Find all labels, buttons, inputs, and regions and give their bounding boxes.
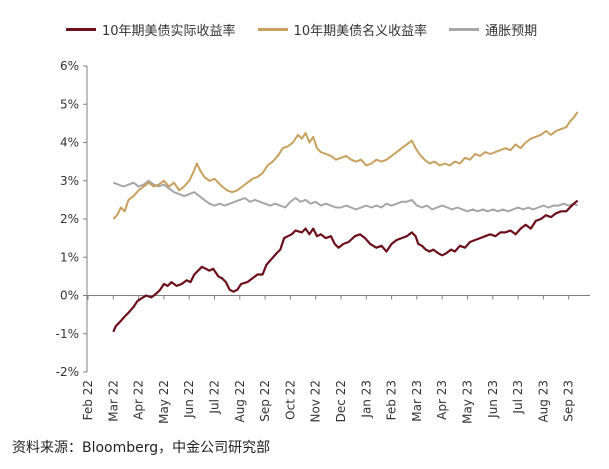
x-tick-label: Aug 22: [233, 380, 247, 423]
legend-item-inflation-expectation: 通胀预期: [449, 20, 537, 39]
legend-label-nominal-yield: 10年期美债名义收益率: [293, 24, 428, 39]
y-tick-label: -2%: [56, 365, 79, 379]
y-tick-label: 3%: [60, 174, 79, 188]
x-tick-label: Dec 22: [334, 380, 348, 422]
x-tick-label: Oct 22: [283, 380, 297, 420]
legend-item-nominal-yield: 10年期美债名义收益率: [257, 20, 428, 39]
series-line-nominal-yield: [112, 111, 579, 220]
y-tick-label: 4%: [60, 136, 79, 150]
x-tick-label: May 23: [461, 380, 475, 424]
y-tick-label: 5%: [60, 97, 79, 111]
y-tick-label: 1%: [60, 250, 79, 264]
legend-label-real-yield: 10年期美债实际收益率: [102, 24, 236, 39]
x-tick-label: Mar 23: [410, 380, 424, 422]
x-tick-label: Apr 23: [435, 380, 449, 420]
legend-label-inflation-expectation: 通胀预期: [485, 24, 538, 39]
x-tick-label: Mar 22: [106, 380, 120, 422]
y-tick-label: -1%: [56, 327, 79, 341]
x-tick-label: Nov 22: [309, 380, 323, 423]
y-tick-label: 2%: [60, 212, 79, 226]
legend-swatch-inflation-expectation: [449, 28, 480, 31]
x-tick-label: Sep 23: [562, 380, 576, 422]
x-tick-label: Jun 22: [182, 380, 196, 419]
x-tick-label: Jul 22: [208, 380, 222, 415]
x-tick-label: Feb 22: [81, 380, 95, 420]
chart-legend: 10年期美债实际收益率 10年期美债名义收益率 通胀预期: [66, 20, 559, 39]
legend-swatch-nominal-yield: [257, 28, 288, 31]
y-tick-label: 6%: [60, 59, 79, 73]
legend-item-real-yield: 10年期美债实际收益率: [66, 20, 236, 39]
x-tick-label: Feb 23: [385, 380, 399, 420]
series-line-inflation-expectation: [112, 179, 579, 213]
x-tick-label: Aug 23: [536, 380, 550, 423]
x-tick-label: Jul 23: [511, 380, 525, 415]
y-tick-label: 0%: [60, 289, 79, 303]
x-tick-label: Apr 22: [132, 380, 146, 420]
legend-swatch-real-yield: [66, 28, 96, 31]
source-note: 资料来源：Bloomberg，中金公司研究部: [12, 440, 271, 456]
series-line-real-yield: [112, 199, 579, 333]
x-tick-label: Jun 23: [486, 380, 500, 419]
x-tick-label: May 22: [157, 380, 171, 424]
x-tick-label: Jan 23: [359, 380, 373, 419]
x-tick-label: Sep 22: [258, 380, 272, 422]
